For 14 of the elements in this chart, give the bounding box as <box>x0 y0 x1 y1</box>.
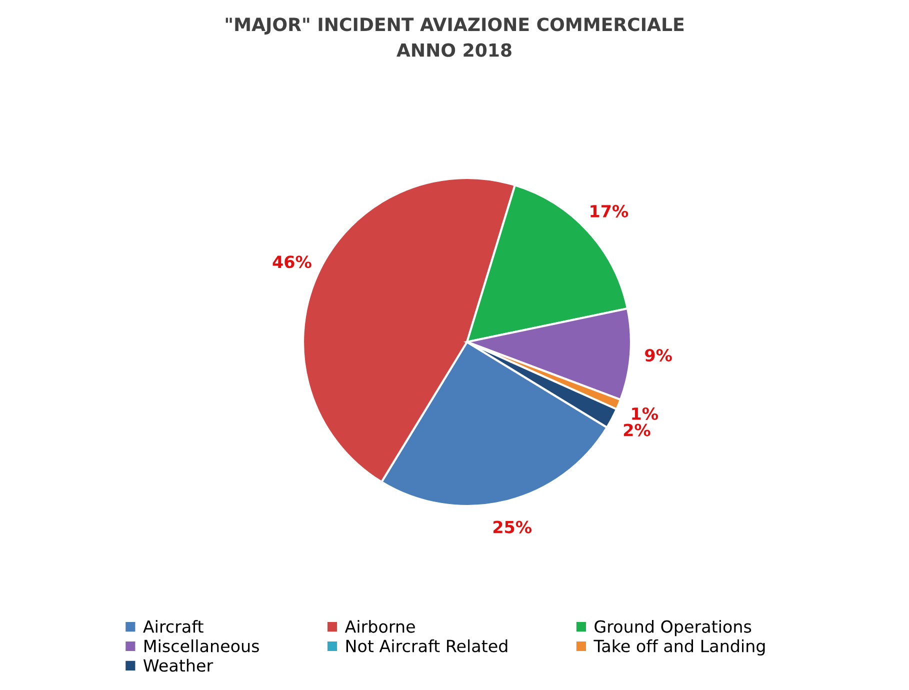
legend-label: Weather <box>143 658 214 672</box>
data-label: 2% <box>624 424 650 436</box>
chart-title: "MAJOR" INCIDENT AVIAZIONE COMMERCIALE ANNO 2018 <box>226 18 684 57</box>
data-label: 9% <box>645 348 672 362</box>
legend-label: Miscellaneous <box>144 639 259 652</box>
data-label: 17% <box>590 204 628 218</box>
legend-label: Ground Operations <box>594 620 752 636</box>
data-label: 25% <box>493 520 532 534</box>
legend-label: Aircraft <box>143 620 204 633</box>
legend-label: Airborne <box>344 620 415 633</box>
legend-label: Not Aircraft Related <box>346 639 508 652</box>
legend-label: Take off and Landing <box>594 639 765 656</box>
data-label: 46% <box>272 256 312 268</box>
data-label: 1% <box>632 407 658 420</box>
